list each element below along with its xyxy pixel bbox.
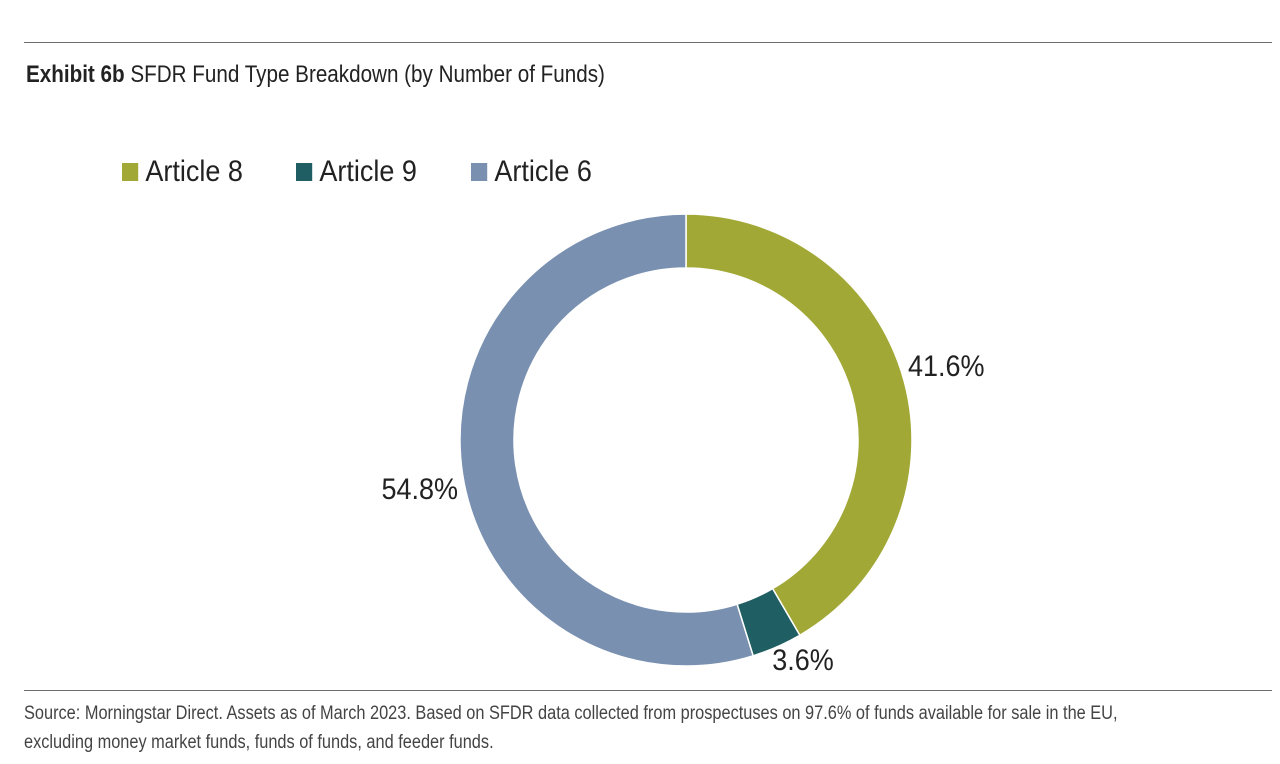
legend-swatch-article-8 [122,163,139,181]
legend-swatch-article-6 [470,163,487,181]
source-line-1: Source: Morningstar Direct. Assets as of… [24,703,1118,724]
source-line-2: excluding money market funds, funds of f… [24,732,494,753]
data-label-article-9: 3.6% [772,644,833,678]
data-label-article-6: 54.8% [382,473,458,507]
bottom-rule [24,690,1272,691]
source-note: Source: Morningstar Direct. Assets as of… [24,699,1125,757]
legend-label-article-6: Article 6 [494,155,592,188]
legend-swatch-article-9 [296,163,313,181]
title-text: SFDR Fund Type Breakdown (by Number of F… [130,61,605,88]
chart-title: Exhibit 6b SFDR Fund Type Breakdown (by … [26,60,605,90]
data-label-article-8: 41.6% [908,350,984,384]
top-rule [24,42,1272,43]
legend-item-article-9: Article 9 [296,154,417,190]
exhibit-label: Exhibit 6b [26,61,125,88]
legend: Article 8 Article 9 Article 6 [122,154,645,190]
legend-item-article-8: Article 8 [122,154,243,190]
donut-data-labels: 41.6% 3.6% 54.8% [382,350,985,678]
donut-slices [459,213,913,667]
legend-item-article-6: Article 6 [470,154,592,190]
legend-label-article-8: Article 8 [145,155,243,188]
legend-label-article-9: Article 9 [319,155,418,188]
slice-article-6 [459,213,755,667]
slice-article-8 [685,213,913,637]
